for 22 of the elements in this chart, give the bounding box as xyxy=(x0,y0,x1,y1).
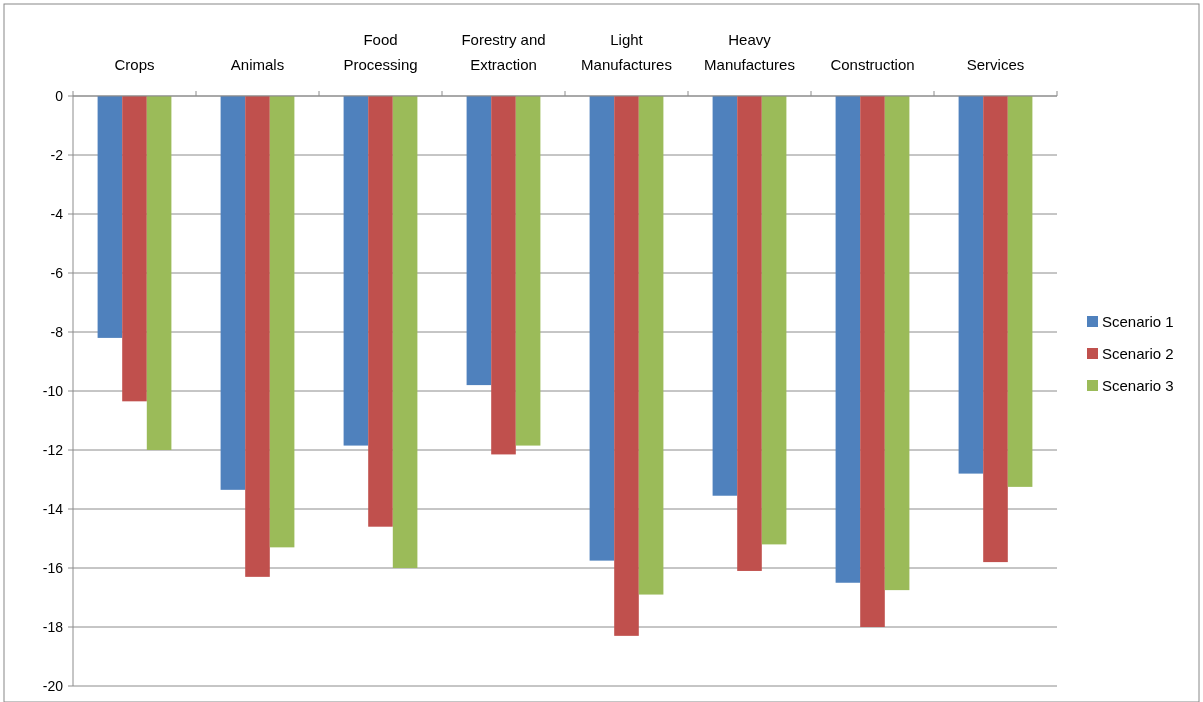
y-tick-label: -12 xyxy=(42,441,64,458)
x-tick-label: Light Manufactures xyxy=(581,31,672,73)
y-tick-label: -4 xyxy=(50,205,64,222)
x-tick-label: Crops xyxy=(114,56,155,73)
y-tick-label: -20 xyxy=(42,677,64,694)
y-tick-label: -14 xyxy=(42,500,64,517)
legend-label: Scenario 1 xyxy=(1102,313,1174,331)
y-tick-label: -8 xyxy=(50,323,64,340)
x-tick-label: Services xyxy=(966,56,1025,73)
y-tick-label: -2 xyxy=(50,146,64,163)
x-tick-label: Heavy Manufactures xyxy=(704,31,795,73)
legend-label: Scenario 2 xyxy=(1102,345,1174,363)
y-tick-label: -18 xyxy=(42,618,64,635)
x-tick-label: Food Processing xyxy=(343,31,418,73)
y-tick-label: 0 xyxy=(55,87,64,104)
x-tick-label: Construction xyxy=(830,56,915,73)
x-tick-label: Animals xyxy=(230,56,285,73)
y-tick-label: -10 xyxy=(42,382,64,399)
y-tick-label: -6 xyxy=(50,264,64,281)
x-tick-label: Forestry and Extraction xyxy=(461,31,546,73)
y-tick-label: -16 xyxy=(42,559,64,576)
legend-label: Scenario 3 xyxy=(1102,377,1174,395)
